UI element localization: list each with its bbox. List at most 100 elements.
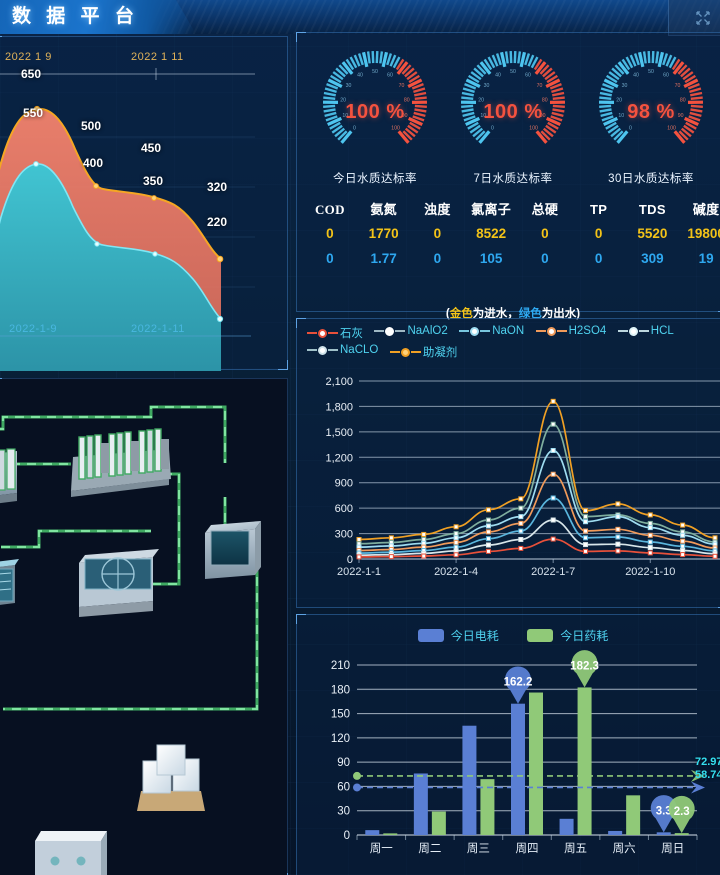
svg-text:20: 20 [616, 98, 622, 104]
process-flow-diagram [0, 405, 261, 875]
table-row-outflow: 0 1.77 0 105 0 0 309 19 [303, 246, 720, 271]
water-quality-kpi-panel: 0 10 20 30 40 50 60 70 80 90 100 100 % 今日水质达标率 0 10… [296, 32, 720, 320]
legend-label-naclo: NaCLO [340, 344, 379, 356]
cell-inflow-chloride: 8522 [476, 226, 507, 241]
svg-text:2,100: 2,100 [325, 376, 353, 388]
svg-text:100: 100 [667, 126, 676, 132]
legend-label-chemical: 今日药耗 [560, 629, 609, 643]
legend-dash-naalo2 [374, 330, 385, 332]
legend-item-naclo[interactable]: NaCLO [307, 344, 378, 356]
legend-item-naon[interactable]: NaON [459, 325, 524, 337]
svg-text:40: 40 [357, 73, 363, 79]
svg-text:60: 60 [663, 73, 669, 79]
line-chart-legend: 石灰 NaAlO2 NaON H2SO4 [307, 325, 720, 363]
svg-text:周一: 周一 [370, 842, 393, 855]
legend-item-hcl[interactable]: HCL [617, 325, 674, 337]
gauge-caption-7day: 7日水质达标率 [473, 173, 553, 185]
legend-label-lime: 石灰 [340, 328, 363, 340]
svg-text:70: 70 [675, 83, 681, 89]
svg-text:600: 600 [335, 503, 353, 515]
sedimentation-tank [0, 559, 19, 605]
svg-text:20: 20 [340, 98, 346, 104]
svg-text:周三: 周三 [467, 842, 490, 855]
page-title: 数 据 平 台 [12, 6, 139, 27]
svg-text:0: 0 [353, 126, 356, 132]
svg-text:30: 30 [622, 83, 628, 89]
top-right-tool-panel[interactable] [668, 0, 720, 36]
legend-item-coagulant-aid[interactable]: 助凝剂 [389, 344, 457, 360]
th-hardness: 总硬 [531, 202, 559, 217]
filter-rack-left [0, 448, 17, 504]
legend-label-naon: NaON [492, 325, 525, 337]
gauge-30day: 0 10 20 30 40 50 60 70 80 90 100 98 % 30日水质达标率 [593, 45, 709, 195]
svg-text:周日: 周日 [661, 842, 684, 855]
th-tds: TDS [638, 202, 666, 217]
cell-outflow-hardness: 0 [541, 251, 549, 266]
svg-text:180: 180 [331, 684, 350, 696]
svg-text:150: 150 [331, 709, 350, 721]
gauge-dial-today: 0 10 20 30 40 50 60 70 80 90 100 [322, 50, 428, 144]
cell-inflow-tp: 0 [594, 226, 603, 241]
th-cod: COD [314, 202, 345, 217]
line-outflow [0, 163, 222, 320]
gauge-caption-today: 今日水质达标率 [333, 173, 417, 185]
svg-text:70: 70 [537, 83, 543, 89]
legend-item-chemical[interactable]: 今日药耗 [527, 627, 608, 644]
area-point-label-320: 320 [207, 180, 228, 194]
th-nh3n: 氨氮 [370, 202, 397, 217]
svg-text:3.3: 3.3 [656, 805, 672, 817]
area-point-label-550: 550 [23, 106, 44, 120]
svg-text:0: 0 [629, 126, 632, 132]
note-gold-text: 金色 [449, 308, 473, 320]
svg-text:162.2: 162.2 [504, 677, 533, 689]
area-point-label-450: 450 [141, 141, 162, 155]
legend-dash2-naclo [328, 349, 338, 351]
cell-outflow-nh3n: 1.77 [370, 251, 397, 266]
cell-inflow-tds: 5520 [637, 226, 668, 241]
water-metrics-table: COD 氨氮 浊度 氯离子 总硬 TP TDS 碱度 0 1770 0 [303, 201, 720, 271]
svg-text:70: 70 [399, 83, 405, 89]
legend-item-lime[interactable]: 石灰 [307, 325, 363, 341]
svg-text:2022-1-1: 2022-1-1 [337, 566, 381, 578]
gauge-value-today: 100 % [345, 101, 405, 123]
legend-item-naalo2[interactable]: NaAlO2 [374, 325, 448, 337]
app-header: 数 据 平 台 [0, 0, 720, 34]
storage-vessel [35, 831, 107, 875]
svg-text:周五: 周五 [564, 842, 587, 855]
svg-text:60: 60 [337, 781, 350, 793]
note-middle: 为进水， [472, 308, 519, 320]
svg-text:60: 60 [387, 73, 393, 79]
area-top-axis-label-2: 2022 1 11 [131, 51, 184, 63]
note-green-text: 绿色 [518, 308, 542, 320]
svg-text:2022-1-7: 2022-1-7 [531, 566, 575, 578]
svg-text:30: 30 [346, 83, 352, 89]
legend-label-power: 今日电耗 [450, 629, 499, 643]
gauge-today: 0 10 20 30 40 50 60 70 80 90 100 100 % 今日水质达标率 [317, 45, 433, 195]
svg-text:30: 30 [484, 83, 490, 89]
line-inflow [0, 107, 222, 260]
cell-outflow-turbidity: 0 [433, 251, 442, 266]
svg-text:50: 50 [648, 69, 654, 75]
cell-outflow-alkalinity: 19 [698, 251, 714, 266]
svg-text:80: 80 [404, 98, 410, 104]
svg-text:周四: 周四 [516, 842, 539, 855]
cell-inflow-turbidity: 0 [433, 226, 442, 241]
svg-text:40: 40 [633, 73, 639, 79]
expand-arrows-icon[interactable] [695, 10, 711, 26]
legend-item-power[interactable]: 今日电耗 [417, 627, 499, 644]
outflow-points [33, 161, 224, 323]
legend-dash-coagulant [389, 351, 400, 353]
area-top-axis-label-1: 2022 1 9 [5, 51, 52, 63]
legend-item-h2so4[interactable]: H2SO4 [535, 325, 607, 337]
legend-label-h2so4: H2SO4 [568, 325, 607, 337]
legend-dot-hcl [628, 326, 638, 336]
th-alkalinity: 碱度 [692, 202, 720, 217]
chemical-dosage-line-chart-panel: 石灰 NaAlO2 NaON H2SO4 [296, 318, 720, 608]
area-point-label-650: 650 [21, 67, 42, 81]
avg-label-power: 58.74 [695, 769, 720, 781]
svg-text:2.3: 2.3 [674, 806, 690, 818]
svg-text:1,500: 1,500 [325, 427, 353, 439]
legend-dot-lime [318, 328, 327, 338]
